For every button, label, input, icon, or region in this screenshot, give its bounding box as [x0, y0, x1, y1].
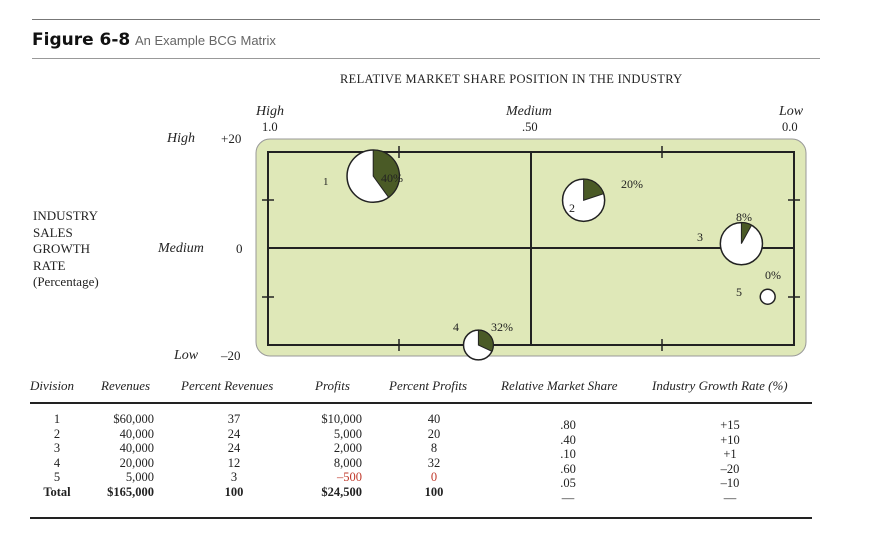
division-pies [346, 149, 776, 361]
table-cell: 32 [427, 455, 441, 470]
table-cell: 5,000 [125, 470, 154, 484]
table-cell: 2 [53, 426, 61, 441]
header-relative-market-share: Relative Market Share [501, 378, 618, 393]
x-low-value: 0.0 [782, 120, 798, 134]
header-industry-growth-rate: Industry Growth Rate (%) [652, 378, 788, 393]
division-1-id: 1 [323, 176, 329, 188]
table-cell: Total [43, 484, 71, 499]
table-cell: 2,000 [333, 441, 362, 455]
division-2-profit-wedge [583, 178, 605, 201]
table-cell: 8 [430, 441, 438, 455]
y-low-value: –20 [221, 348, 241, 363]
col-relative-market-share: .80 .40 .10 .60 .05 — [546, 412, 590, 505]
table-cell: 4 [53, 455, 61, 470]
table-cell: $10,000 [321, 412, 362, 426]
col-percent-profits: 40 20 8 32 0 100 [414, 412, 454, 499]
table-cell: 100 [224, 484, 244, 499]
table-cell: 20 [427, 426, 441, 441]
table-cell: 3 [230, 470, 238, 484]
table-cell: 0 [430, 470, 438, 484]
table-cell: 8,000 [333, 455, 362, 470]
table-cell: +15 [720, 418, 740, 432]
table-cell: .40 [560, 432, 576, 447]
division-4-id: 4 [453, 320, 459, 334]
y-axis-title: INDUSTRY SALES GROWTH RATE (Percentage) [33, 208, 99, 291]
table-cell: +1 [723, 447, 737, 461]
table-cell: $60,000 [113, 412, 154, 426]
y-title-line: (Percentage) [33, 274, 99, 289]
x-high-value: 1.0 [262, 120, 278, 134]
division-3-pct: 8% [736, 210, 752, 224]
division-4-profit-wedge [477, 329, 494, 353]
table-cell: — [561, 490, 575, 505]
y-title-line: SALES [33, 224, 73, 240]
table-cell: 5 [53, 470, 61, 484]
table-cell: 5,000 [333, 426, 362, 441]
caption-rule [32, 58, 820, 59]
header-percent-profits: Percent Profits [389, 378, 468, 393]
header-profits: Profits [315, 378, 350, 393]
bottom-rule [30, 517, 812, 519]
x-medium-label: Medium [506, 104, 552, 119]
table-cell: .80 [560, 418, 576, 432]
table-cell: $24,500 [321, 484, 362, 499]
y-title-line: RATE [33, 257, 66, 273]
x-high-label: High [256, 104, 284, 119]
y-title-line: INDUSTRY [33, 208, 99, 223]
table-cell: 3 [53, 441, 61, 455]
figure-number: Figure 6-8 [32, 30, 131, 50]
y-medium-label: Medium [158, 241, 204, 256]
table-cell: 40,000 [119, 441, 154, 455]
x-medium-value: .50 [522, 120, 538, 134]
table-cell: 24 [227, 441, 241, 455]
col-percent-revenues: 37 24 24 12 3 100 [214, 412, 254, 499]
matrix-title: RELATIVE MARKET SHARE POSITION IN THE IN… [340, 72, 683, 86]
table-cell: –500 [337, 470, 362, 484]
division-4-pct: 32% [491, 320, 513, 334]
table-cell: 20,000 [119, 455, 154, 470]
table-cell: — [723, 490, 737, 505]
top-rule [32, 19, 820, 20]
division-5-pct: 0% [765, 268, 781, 282]
header-division: Division [30, 378, 75, 393]
table-cell: 37 [227, 412, 241, 426]
table-cell: 100 [424, 484, 444, 499]
header-revenues: Revenues [101, 378, 151, 393]
header-rule [30, 402, 812, 404]
division-5-pie [759, 288, 776, 305]
col-profits: $10,000 5,000 2,000 8,000 –500 $24,500 [300, 412, 362, 499]
figure-caption: An Example BCG Matrix [135, 33, 276, 48]
y-high-label: High [167, 131, 195, 146]
table-cell: 1 [53, 412, 61, 426]
y-low-label: Low [174, 348, 199, 363]
division-1-pct: 40% [381, 171, 403, 185]
table-cell: 40,000 [119, 426, 154, 441]
division-1-profit-wedge [372, 149, 400, 198]
division-2-pct: 20% [621, 177, 643, 191]
table-cell: $165,000 [107, 484, 154, 499]
col-industry-growth-rate: +15 +10 +1 –20 –10 — [708, 412, 752, 505]
division-3-profit-wedge [740, 222, 753, 244]
col-revenues: $60,000 40,000 40,000 20,000 5,000 $165,… [90, 412, 170, 499]
table-cell: 24 [227, 426, 241, 441]
y-medium-value: 0 [236, 241, 243, 256]
division-5-id: 5 [736, 285, 742, 299]
table-cell: –20 [720, 461, 740, 476]
division-3-id: 3 [697, 230, 703, 244]
header-percent-revenues: Percent Revenues [181, 378, 274, 393]
table-cell: –10 [720, 476, 740, 490]
x-low-label: Low [779, 104, 804, 119]
matrix-ticks [262, 146, 800, 351]
y-high-value: +20 [221, 131, 242, 146]
table-cell: .10 [560, 447, 576, 461]
table-cell: +10 [720, 432, 740, 447]
table-cell: .05 [560, 476, 576, 490]
table-cell: 40 [427, 412, 441, 426]
division-2-id: 2 [569, 201, 575, 215]
y-title-line: GROWTH [33, 241, 91, 256]
table-cell: 12 [227, 455, 241, 470]
col-division: 1 2 3 4 5 Total [40, 412, 74, 499]
table-cell: .60 [560, 461, 576, 476]
